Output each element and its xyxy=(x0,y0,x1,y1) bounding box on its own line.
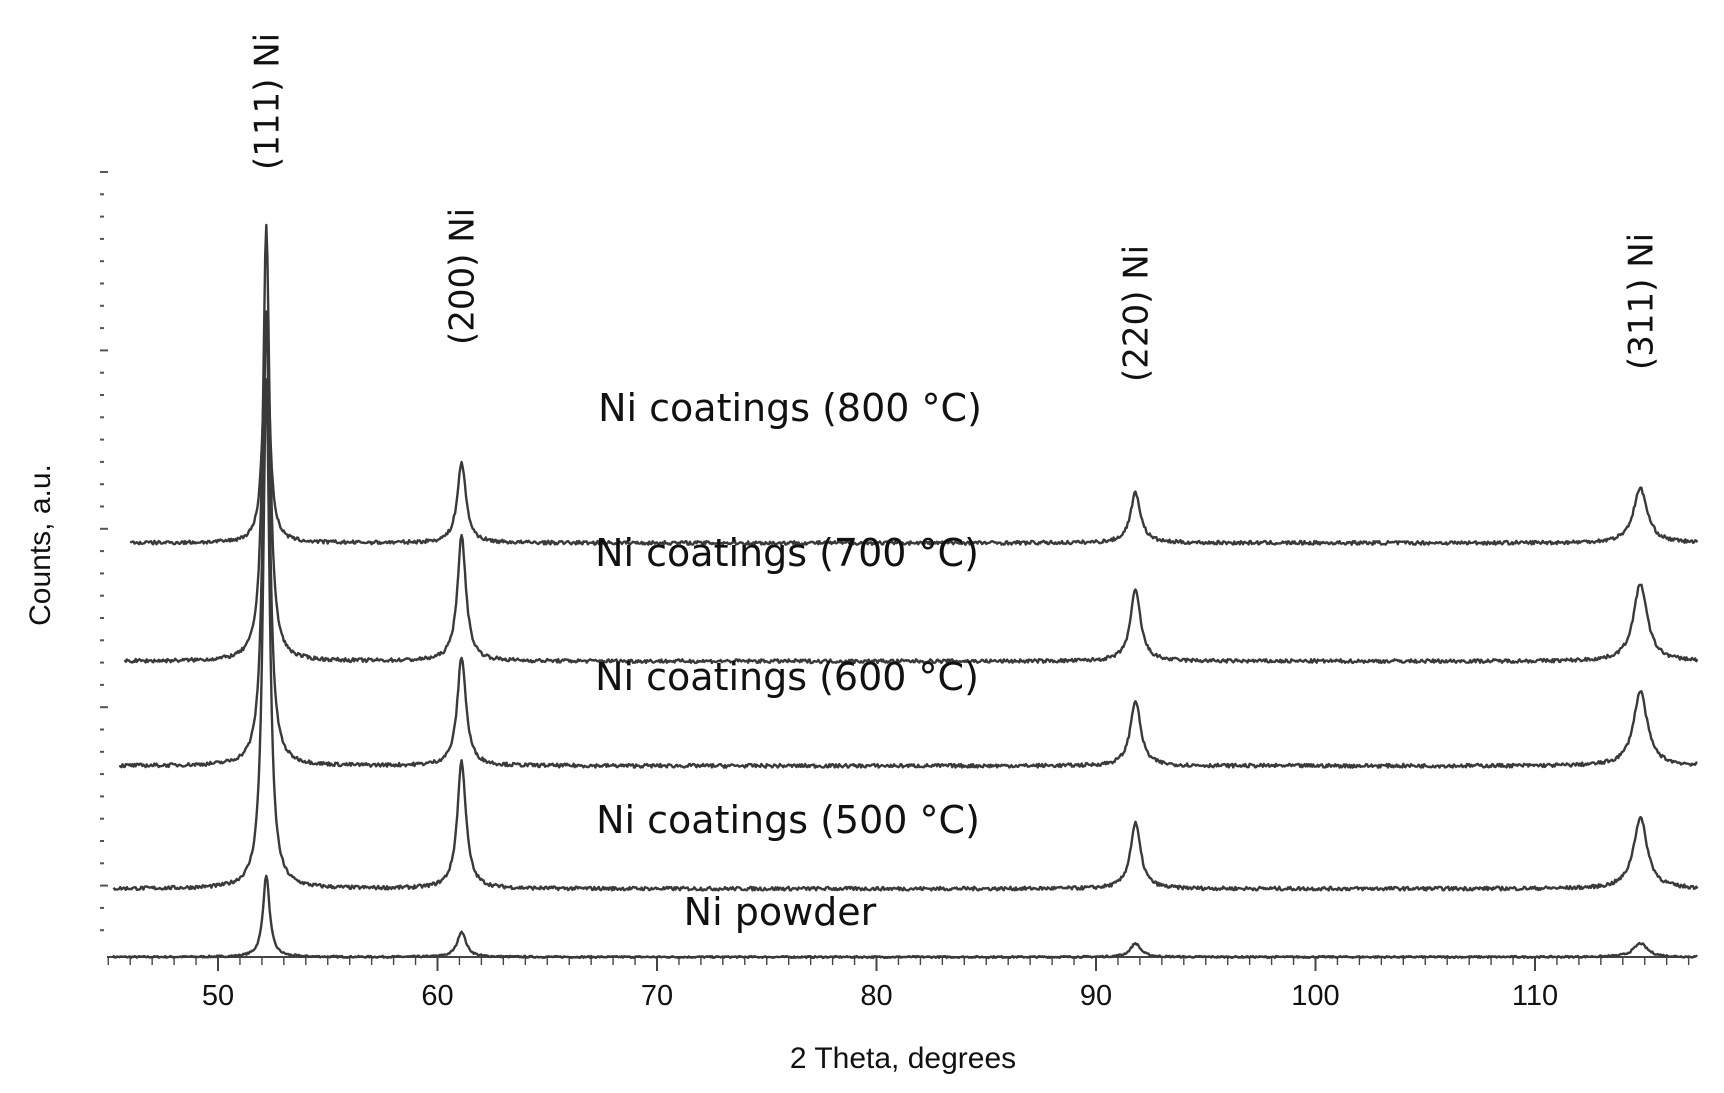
x-tick-label: 80 xyxy=(860,980,892,1012)
series-labels: Ni powder Ni coatings (500 °C) Ni coatings… xyxy=(595,386,982,934)
x-tick-label: 100 xyxy=(1291,980,1339,1012)
series-trace xyxy=(118,310,1698,769)
x-axis-ticks xyxy=(107,957,1690,971)
x-tick-label: 70 xyxy=(641,980,673,1012)
peak-label: (220) Ni xyxy=(1117,245,1157,382)
series-label: Ni coatings (800 °C) xyxy=(598,386,982,430)
y-axis-title: Counts, a.u. xyxy=(24,464,57,626)
series-label: Ni coatings (700 °C) xyxy=(595,531,979,575)
series-label: Ni coatings (600 °C) xyxy=(595,655,979,699)
series-trace xyxy=(129,319,1699,546)
series-trace xyxy=(112,378,1699,892)
peak-label: (200) Ni xyxy=(443,208,483,345)
peak-label: (111) Ni xyxy=(247,33,287,170)
x-axis-tick-labels: 50 60 70 80 90 100 110 xyxy=(202,980,1558,1012)
peak-label: (311) Ni xyxy=(1621,233,1661,370)
series-trace xyxy=(123,223,1699,665)
x-tick-label: 60 xyxy=(421,980,453,1012)
series-label: Ni powder xyxy=(684,890,877,934)
series-label: Ni coatings (500 °C) xyxy=(596,798,980,842)
series-trace xyxy=(111,874,1698,960)
y-axis-ticks xyxy=(100,171,108,932)
series-traces xyxy=(111,223,1699,960)
x-axis-title: 2 Theta, degrees xyxy=(790,1042,1016,1075)
x-tick-label: 110 xyxy=(1512,980,1558,1012)
x-tick-label: 50 xyxy=(202,980,234,1012)
peak-labels: (111) Ni (200) Ni (220) Ni (311) Ni xyxy=(247,33,1661,382)
x-tick-label: 90 xyxy=(1080,980,1112,1012)
